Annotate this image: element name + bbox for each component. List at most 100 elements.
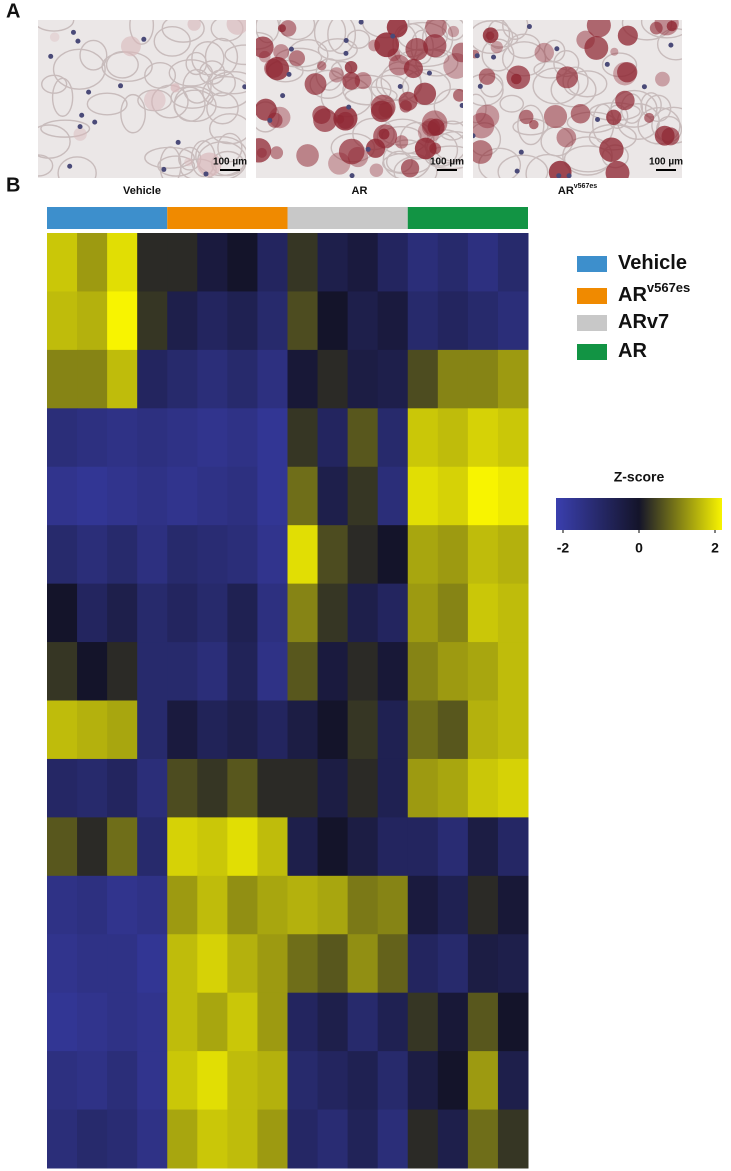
heat-cell [347,466,379,526]
heat-cell [377,583,409,643]
heat-cell [467,817,499,877]
stained-cell [335,114,345,124]
stained-cell [586,20,611,38]
heat-cell [287,583,319,643]
stained-cell [288,50,306,67]
colorbar-tick-label: -2 [557,540,570,556]
heat-cell [257,291,288,351]
stained-cell [570,103,591,124]
heat-cell [107,583,138,643]
heat-cell [167,349,198,409]
heat-cell [317,992,349,1052]
stained-cell [421,110,448,136]
heat-cell [317,758,349,818]
heat-cell [197,934,228,994]
heat-cell [407,700,439,760]
stained-cell [73,127,87,141]
stained-cell [378,101,395,118]
cell-outline [168,59,214,87]
heat-cell [497,233,529,292]
heat-cell [257,1051,288,1111]
heat-cell [167,642,198,701]
stained-cell [655,71,670,87]
heat-cell [467,992,499,1052]
group-bar [47,207,168,229]
heat-cell [137,875,168,935]
nucleus [491,54,497,60]
group-bar [407,207,528,229]
cell-outline [153,26,191,57]
heat-cell [77,525,108,585]
heat-cell [137,349,168,409]
heat-cell [257,992,288,1052]
heat-cell [47,934,78,994]
nucleus [118,83,124,89]
nucleus [459,103,463,109]
colorbar-tick-label: 0 [635,540,643,556]
heat-cell [47,466,78,526]
heat-cell [107,349,138,409]
heat-cell [347,291,379,351]
stained-cell [425,20,447,38]
heat-cell [497,525,529,585]
heat-cell [437,291,469,351]
nucleus [604,61,610,67]
heat-cell [197,817,228,877]
stained-cell [617,25,638,46]
nucleus [566,173,572,178]
heat-cell [47,349,78,409]
heat-cell [137,992,168,1052]
heat-cell [437,233,469,292]
stained-cell [617,62,638,83]
heat-cell [347,1051,379,1111]
heat-cell [167,583,198,643]
cell-outline [38,154,54,177]
heat-cell [497,875,529,935]
stained-cell [386,20,408,38]
cell-outline [473,93,487,124]
heat-cell [467,525,499,585]
stained-cell [304,73,327,95]
heat-cell [77,817,108,877]
cell-outline [51,77,74,117]
heat-cell [287,1051,319,1111]
stained-cell [394,135,409,149]
micrograph [38,20,246,178]
micrograph [256,20,463,178]
stained-cell [654,125,675,146]
heat-cell [227,934,258,994]
stained-cell [374,32,400,58]
cell-outline [38,124,71,159]
legend-label-text: AR [618,340,647,362]
heat-cell [227,408,258,468]
nucleus [365,146,371,152]
heat-cell [167,466,198,526]
cell-outline [224,44,246,66]
heat-cell [227,758,258,818]
panel-label: B [6,174,20,196]
cell-outline [393,156,438,178]
stained-cell [405,38,429,61]
heat-cell [317,583,349,643]
heat-cell [167,934,198,994]
heat-cell [347,700,379,760]
heat-cell [77,875,108,935]
heat-cell [257,700,288,760]
colorbar-title: Z-score [614,469,665,485]
nucleus [518,149,524,155]
heat-cell [377,233,409,292]
image-label-text: AR [352,185,368,197]
scale-bar-label: 100 µm [649,157,683,168]
stained-cell [273,44,290,60]
stained-cell [226,20,246,35]
heat-cell [47,1109,78,1169]
cell-outline [57,156,97,178]
nucleus [358,20,364,25]
stained-cell [605,160,630,178]
cell-outline [120,93,146,134]
cell-outline [211,70,246,95]
cell-outline [38,20,75,32]
stained-cell [649,21,663,35]
cell-outline [317,38,358,62]
heat-cell [287,466,319,526]
